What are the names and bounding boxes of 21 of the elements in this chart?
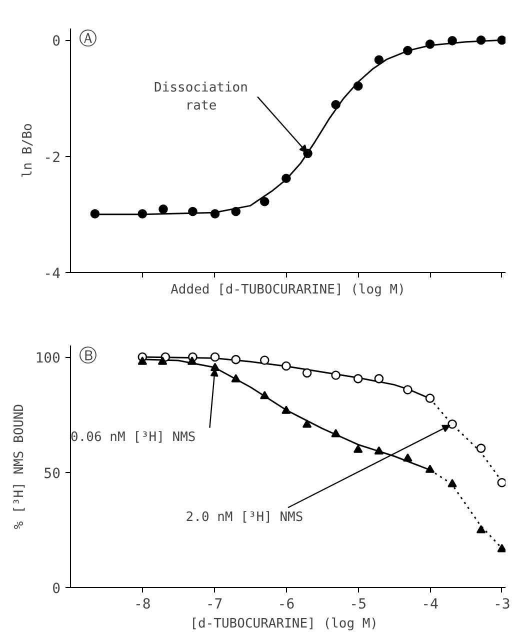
x-tick-label: -4 <box>422 596 438 612</box>
y-axis-title: ln B/Bo <box>20 123 36 178</box>
y-tick-label: 100 <box>35 350 61 367</box>
x-axis-title: Added [d-TUBOCURARINE] (log M) <box>170 282 406 298</box>
annotation: 2.0 nM [³H] NMS <box>186 510 304 525</box>
y-tick-label: 50 <box>44 466 60 482</box>
annotation: 0.06 nM [³H] NMS <box>70 430 196 445</box>
x-tick-label: -8 <box>134 596 151 612</box>
x-tick-label: -6 <box>278 596 295 612</box>
y-tick-label: 0 <box>52 581 61 597</box>
x-tick-label: -7 <box>206 596 223 612</box>
annotation: Ⓐ <box>79 28 98 50</box>
y-tick-label: -2 <box>44 150 60 166</box>
x-axis-title: [d-TUBOCURARINE] (log M) <box>190 616 378 632</box>
y-tick-label: -4 <box>44 266 60 282</box>
x-tick-label: -5 <box>350 596 367 612</box>
annotation: Dissociation rate <box>154 80 248 114</box>
x-tick-label: -3 <box>493 596 510 612</box>
annotation: Ⓑ <box>79 346 98 366</box>
y-tick-label: 0 <box>52 34 61 50</box>
y-axis-title: % [³H] NMS BOUND <box>12 404 28 530</box>
